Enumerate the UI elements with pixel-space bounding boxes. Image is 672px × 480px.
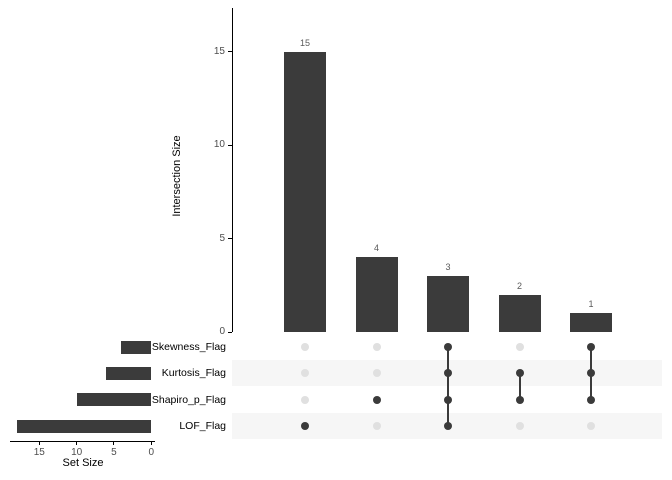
set-size-bar: [76, 393, 152, 407]
matrix-dot-active: [444, 343, 452, 351]
set-size-bar: [106, 366, 152, 380]
intersection-axis-tick: [228, 51, 232, 53]
set-size-axis-tick: [113, 441, 115, 445]
matrix-dot-inactive: [587, 422, 595, 430]
matrix-dot-active: [372, 395, 381, 404]
intersection-axis-tick: [228, 144, 232, 146]
set-size-bar: [121, 340, 152, 354]
matrix-dot-active: [515, 395, 524, 404]
intersection-bar: [355, 257, 398, 332]
intersection-axis-tick-label: 15: [213, 45, 225, 57]
matrix-dot-inactive: [372, 422, 381, 430]
set-size-axis-title: Set Size: [62, 457, 104, 469]
intersection-bar: [570, 313, 612, 332]
set-name-label: Shapiro_p_Flag: [151, 393, 226, 406]
matrix-dot-active: [587, 343, 595, 351]
intersection-count-label: 2: [516, 280, 522, 291]
intersection-bar: [498, 294, 541, 332]
intersection-count-label: 4: [373, 243, 379, 254]
matrix-dot-active: [587, 369, 595, 378]
intersection-axis-tick-label: 0: [219, 326, 225, 337]
set-size-axis-tick-label: 15: [33, 447, 45, 458]
matrix-dot-inactive: [301, 343, 309, 351]
set-size-axis-tick-label: 10: [71, 447, 83, 458]
set-size-axis-tick: [150, 441, 152, 445]
intersection-count-label: 1: [588, 299, 594, 310]
matrix-connector-line: [447, 347, 449, 426]
intersection-axis-tick-label: 5: [219, 232, 225, 244]
set-size-axis-tick-label: 5: [111, 447, 117, 458]
intersection-count-label: 15: [299, 37, 310, 48]
set-size-bar: [16, 419, 152, 433]
matrix-dot-inactive: [515, 422, 524, 430]
intersection-axis-line: [232, 8, 233, 332]
matrix-dot-active: [444, 395, 452, 404]
set-size-axis-tick-label: 0: [148, 447, 155, 458]
intersection-bar: [427, 275, 469, 332]
matrix-dot-active: [515, 369, 524, 378]
intersection-bar: [284, 51, 326, 332]
matrix-dot-inactive: [372, 343, 381, 351]
intersection-axis-tick-label: 10: [213, 139, 225, 151]
matrix-dot-active: [444, 422, 452, 430]
set-name-label: Kurtosis_Flag: [161, 367, 226, 380]
intersection-size-axis-title: Intersection Size: [171, 135, 183, 217]
set-size-axis-line: [10, 440, 155, 442]
intersection-axis-tick: [228, 238, 232, 240]
matrix-dot-active: [587, 395, 595, 404]
intersection-axis-tick: [228, 331, 232, 333]
matrix-dot-active: [444, 369, 452, 378]
matrix-connector-line: [518, 373, 521, 400]
matrix-dot-inactive: [301, 369, 309, 378]
matrix-dot-inactive: [372, 369, 381, 378]
matrix-dot-active: [301, 422, 309, 430]
set-name-label: Skewness_Flag: [151, 341, 226, 353]
set-name-label: LOF_Flag: [179, 420, 226, 432]
matrix-dot-inactive: [515, 343, 524, 351]
set-size-axis-tick: [38, 441, 40, 445]
matrix-dot-inactive: [301, 395, 309, 404]
intersection-count-label: 3: [445, 261, 451, 272]
set-size-axis-tick: [76, 441, 78, 445]
